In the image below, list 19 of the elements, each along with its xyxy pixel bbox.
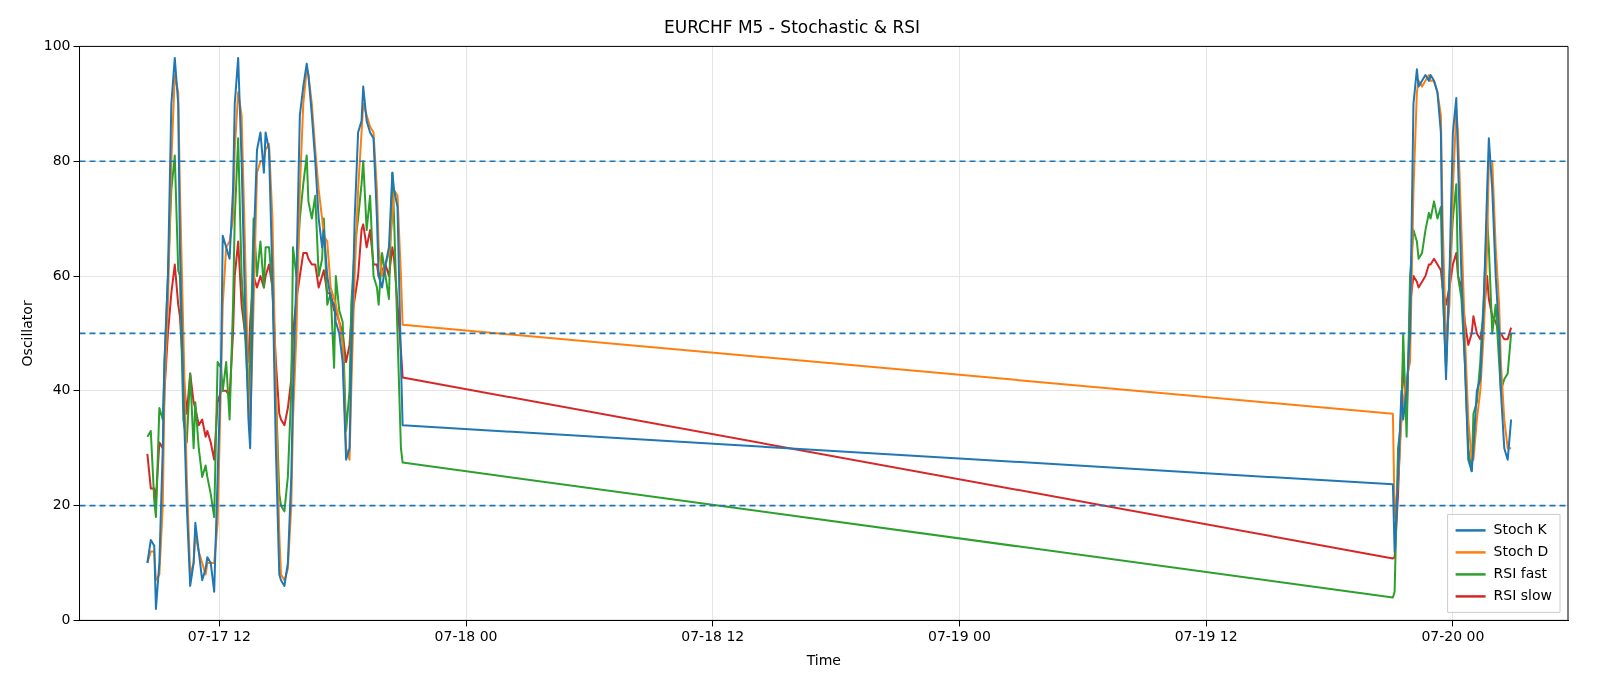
y-tick-label: 60	[52, 266, 71, 283]
x-tick-label: 07-18 12	[681, 628, 745, 645]
y-tick-label: 0	[61, 611, 71, 628]
legend-label: RSI slow	[1493, 587, 1553, 604]
y-axis-title: Oscillator	[19, 300, 36, 367]
x-tick-label: 07-19 12	[1174, 628, 1238, 645]
legend-label: RSI fast	[1493, 565, 1548, 582]
x-tick-label: 07-19 00	[927, 628, 991, 645]
y-tick-label: 80	[52, 151, 71, 168]
x-axis-title: Time	[805, 652, 841, 669]
y-tick-label: 100	[43, 37, 71, 54]
legend-label: Stoch D	[1493, 543, 1549, 560]
x-tick-label: 07-17 12	[187, 628, 251, 645]
y-tick-label: 40	[52, 381, 71, 398]
chart-title: EURCHF M5 - Stochastic & RSI	[663, 16, 921, 37]
x-tick-label: 07-20 00	[1421, 628, 1485, 645]
x-tick-label: 07-18 00	[434, 628, 498, 645]
legend-label: Stoch K	[1493, 521, 1548, 538]
y-tick-label: 20	[52, 496, 71, 513]
